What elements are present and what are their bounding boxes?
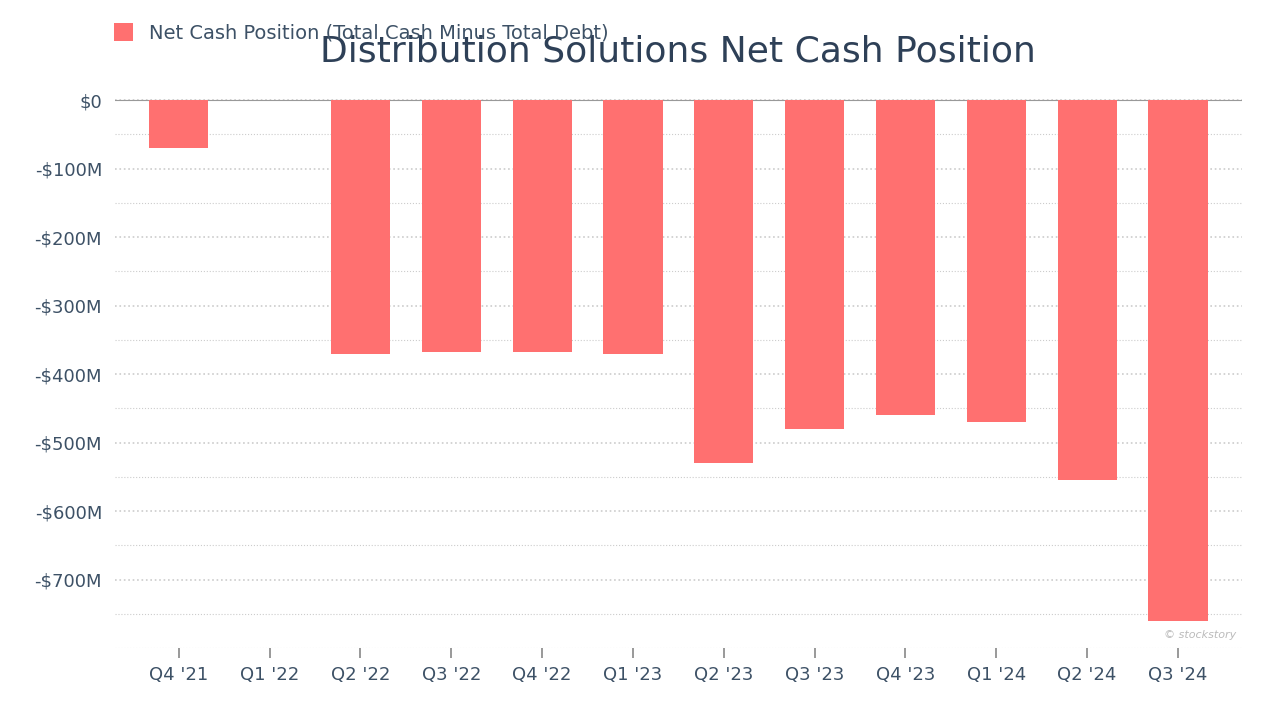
Bar xyxy=(876,100,934,415)
Title: Distribution Solutions Net Cash Position: Distribution Solutions Net Cash Position xyxy=(320,35,1037,68)
Bar xyxy=(694,100,754,463)
Bar xyxy=(1057,100,1116,480)
Text: © stockstory: © stockstory xyxy=(1164,629,1236,639)
Bar xyxy=(1148,100,1207,621)
Bar xyxy=(422,100,481,352)
Legend: Net Cash Position (Total Cash Minus Total Debt): Net Cash Position (Total Cash Minus Tota… xyxy=(114,23,608,42)
Bar xyxy=(150,100,209,148)
Bar xyxy=(512,100,572,352)
Bar xyxy=(785,100,845,429)
Bar xyxy=(332,100,390,354)
Bar xyxy=(603,100,663,354)
Bar xyxy=(966,100,1025,422)
